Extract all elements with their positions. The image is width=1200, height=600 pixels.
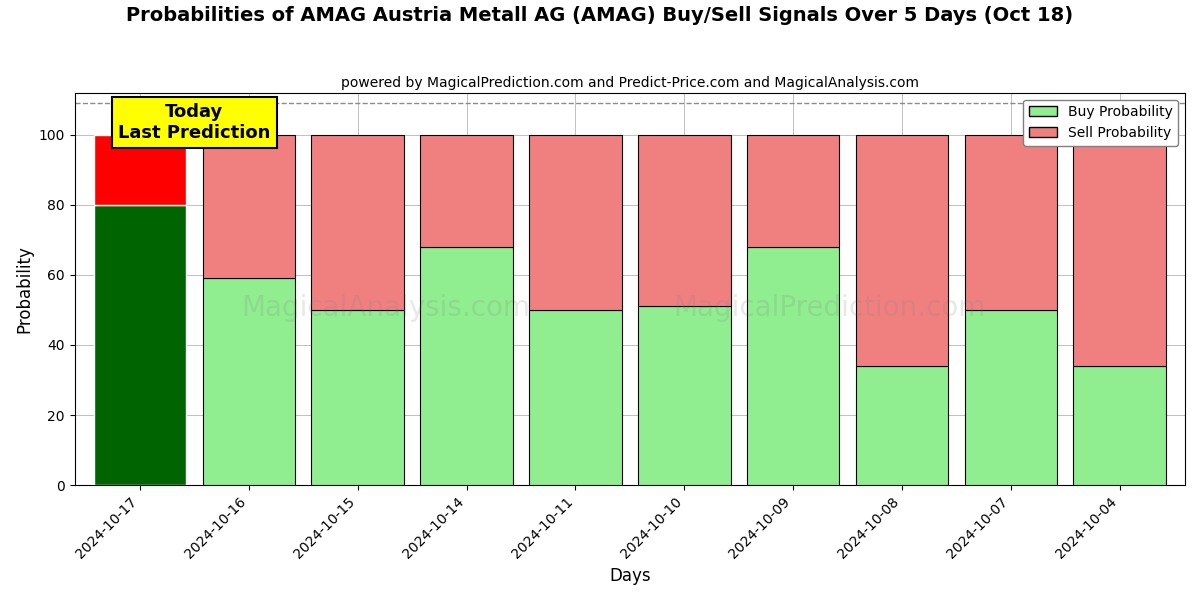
Bar [965, 134, 1057, 310]
Bar [312, 310, 404, 485]
Bar [746, 247, 839, 485]
Bar [203, 134, 295, 278]
Bar [638, 134, 731, 307]
Bar [420, 134, 512, 247]
X-axis label: Days: Days [610, 567, 650, 585]
Bar [1074, 134, 1166, 366]
Legend: Buy Probability, Sell Probability: Buy Probability, Sell Probability [1024, 100, 1178, 146]
Y-axis label: Probability: Probability [16, 245, 34, 333]
Text: MagicalAnalysis.com: MagicalAnalysis.com [241, 295, 530, 322]
Text: MagicalPrediction.com: MagicalPrediction.com [673, 295, 986, 322]
Title: powered by MagicalPrediction.com and Predict-Price.com and MagicalAnalysis.com: powered by MagicalPrediction.com and Pre… [341, 76, 919, 90]
Text: Today
Last Prediction: Today Last Prediction [119, 103, 270, 142]
Bar [746, 134, 839, 247]
Bar [203, 278, 295, 485]
Text: Probabilities of AMAG Austria Metall AG (AMAG) Buy/Sell Signals Over 5 Days (Oct: Probabilities of AMAG Austria Metall AG … [126, 6, 1074, 25]
Bar [94, 134, 186, 205]
Bar [965, 310, 1057, 485]
Bar [420, 247, 512, 485]
Bar [529, 310, 622, 485]
Bar [1074, 366, 1166, 485]
Bar [529, 134, 622, 310]
Bar [638, 307, 731, 485]
Bar [856, 134, 948, 366]
Bar [312, 134, 404, 310]
Bar [856, 366, 948, 485]
Bar [94, 205, 186, 485]
